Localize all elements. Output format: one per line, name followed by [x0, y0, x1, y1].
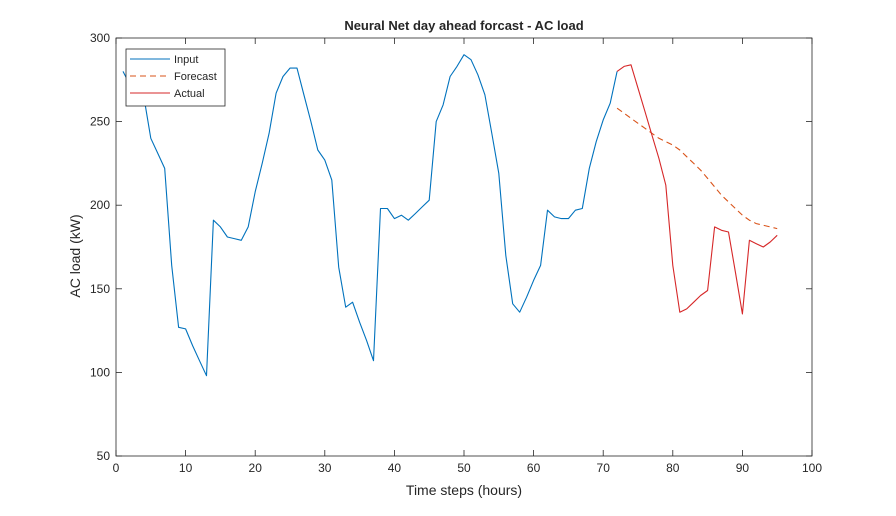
- x-tick-label: 60: [527, 461, 541, 475]
- series-line-forecast: [616, 107, 778, 230]
- x-tick-label: 50: [457, 461, 471, 475]
- series-layer: [122, 54, 778, 377]
- legend-label-forecast: Forecast: [174, 71, 217, 83]
- x-tick-label: 0: [113, 461, 120, 475]
- y-axis-label: AC load (kW): [67, 214, 83, 297]
- legend-label-input: Input: [174, 54, 198, 66]
- series-line-input: [122, 54, 618, 377]
- y-tick-label: 300: [90, 31, 110, 45]
- x-tick-label: 10: [179, 461, 193, 475]
- y-tick-label: 250: [90, 115, 110, 129]
- chart-title: Neural Net day ahead forcast - AC load: [344, 18, 583, 33]
- x-axis-label: Time steps (hours): [406, 482, 522, 498]
- y-tick-label: 200: [90, 198, 110, 212]
- series-line-actual: [616, 64, 778, 315]
- x-tick-label: 30: [318, 461, 332, 475]
- x-tick-label: 100: [802, 461, 822, 475]
- y-tick-label: 100: [90, 365, 110, 379]
- axes-layer: 0 10 20 30 40 50 60 70 80 90 100 50 100 150 200 250 300: [90, 31, 822, 475]
- x-tick-label: 80: [666, 461, 680, 475]
- x-tick-label: 20: [249, 461, 263, 475]
- x-tick-label: 70: [597, 461, 611, 475]
- legend: Input Forecast Actual: [125, 48, 226, 107]
- y-tick-label: 50: [97, 449, 111, 463]
- legend-label-actual: Actual: [174, 88, 205, 100]
- plot-area: [116, 38, 812, 456]
- y-tick-label: 150: [90, 282, 110, 296]
- x-tick-label: 90: [736, 461, 750, 475]
- x-tick-label: 40: [388, 461, 402, 475]
